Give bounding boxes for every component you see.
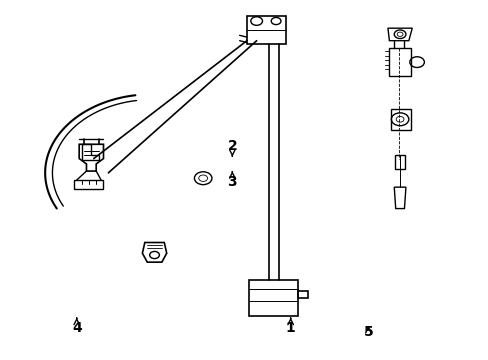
Text: 1: 1 bbox=[285, 318, 295, 335]
Text: 5: 5 bbox=[363, 325, 373, 339]
Text: 2: 2 bbox=[227, 139, 237, 156]
Text: 4: 4 bbox=[72, 318, 81, 335]
Text: 3: 3 bbox=[227, 172, 237, 189]
